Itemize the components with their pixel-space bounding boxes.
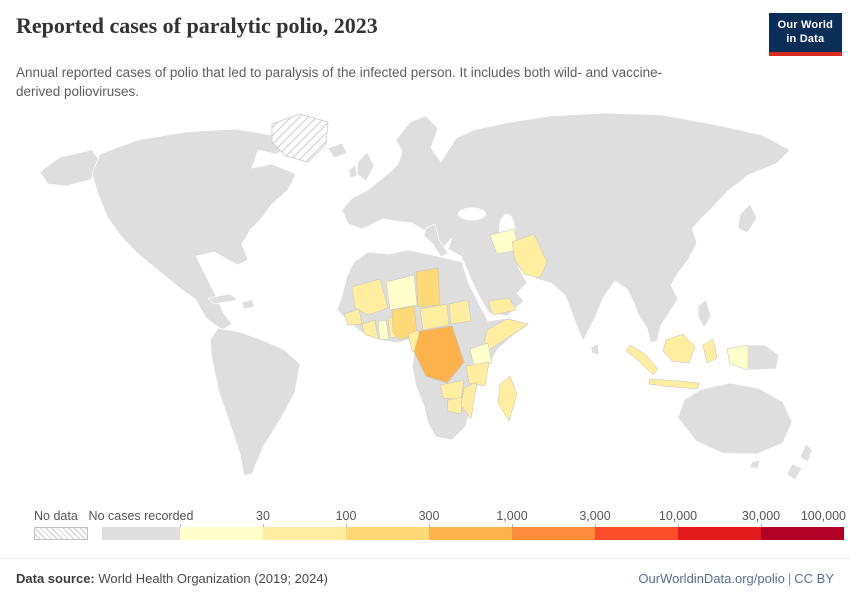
country-pakistan[interactable] — [511, 233, 548, 279]
region-south-america[interactable] — [209, 327, 301, 477]
country-sri-lanka[interactable] — [590, 343, 600, 356]
country-indonesia-sumatra[interactable] — [625, 344, 659, 376]
country-new-zealand-south[interactable] — [786, 463, 803, 481]
legend-segment-4[interactable]: 1,000 — [429, 509, 528, 540]
legend-segment-no-cases[interactable]: No cases recorded — [89, 509, 193, 540]
attribution-separator: | — [787, 571, 792, 586]
legend-segment-6[interactable]: 10,000 — [595, 509, 697, 540]
legend-tick-3000: 3,000 — [579, 508, 611, 523]
country-zimbabwe[interactable] — [446, 396, 464, 415]
data-source-value[interactable]: World Health Organization (2019; 2024) — [98, 571, 328, 586]
legend-tick-300: 300 — [418, 508, 440, 523]
legend-segment-3[interactable]: 300 — [346, 509, 439, 540]
license-link[interactable]: CC BY — [794, 571, 834, 586]
data-source-line: Data source: World Health Organization (… — [16, 571, 328, 586]
country-drc[interactable] — [413, 325, 465, 384]
country-mozambique[interactable] — [460, 381, 478, 420]
country-papua-new-guinea[interactable] — [747, 344, 780, 371]
black-sea — [458, 207, 486, 221]
world-map-canvas[interactable] — [0, 102, 850, 504]
country-central-african-republic[interactable] — [419, 303, 450, 331]
data-source-label: Data source: — [16, 571, 95, 586]
legend-tick-100000: 100,000 — [800, 508, 846, 523]
legend-segment-7[interactable]: 30,000 — [678, 509, 780, 540]
legend-tick-30: 30 — [256, 508, 270, 523]
no-data-swatch[interactable] — [34, 526, 88, 540]
country-italy[interactable] — [423, 223, 449, 258]
country-cuba[interactable] — [207, 293, 239, 305]
legend-scale: No cases recorded 30 100 300 1,000 3,000… — [89, 509, 846, 540]
country-ghana[interactable] — [377, 319, 390, 340]
country-indonesia-west-papua[interactable] — [726, 344, 749, 371]
chart-header: Reported cases of paralytic polio, 2023 … — [0, 0, 850, 102]
region-alaska[interactable] — [39, 149, 103, 187]
country-philippines[interactable] — [697, 299, 712, 329]
attribution-line: OurWorldinData.org/polio | CC BY — [638, 571, 834, 586]
country-kenya[interactable] — [469, 342, 493, 367]
country-indonesia-java[interactable] — [648, 378, 700, 389]
country-yemen[interactable] — [487, 297, 517, 316]
legend-tick-30000: 30,000 — [741, 508, 781, 523]
country-hispaniola[interactable] — [241, 299, 256, 310]
no-cases-label: No cases recorded — [88, 508, 194, 523]
country-japan[interactable] — [737, 203, 758, 234]
country-madagascar[interactable] — [497, 375, 518, 422]
legend-segment-2[interactable]: 100 — [263, 509, 356, 540]
country-united-kingdom[interactable] — [356, 151, 375, 182]
legend-tick-1000: 1,000 — [496, 508, 528, 523]
no-data-label: No data — [34, 508, 78, 523]
legend-segment-8[interactable]: 100,000 — [761, 509, 846, 540]
country-ireland[interactable] — [348, 164, 358, 179]
region-eurasia[interactable] — [341, 112, 791, 344]
country-somalia[interactable] — [483, 318, 529, 351]
region-north-america[interactable] — [91, 128, 297, 331]
chart-subtitle: Annual reported cases of polio that led … — [16, 64, 663, 100]
country-cote-divoire[interactable] — [361, 319, 379, 340]
country-south-sudan[interactable] — [448, 299, 472, 325]
owid-logo[interactable]: Our World in Data — [768, 13, 842, 56]
country-tasmania[interactable] — [749, 459, 761, 470]
logo-line-2: in Data — [786, 33, 825, 46]
page-title: Reported cases of paralytic polio, 2023 — [16, 13, 378, 38]
legend-no-data: No data — [34, 509, 88, 540]
country-iceland[interactable] — [327, 142, 348, 159]
chart-footer: Data source: World Health Organization (… — [0, 558, 850, 600]
country-indonesia-sulawesi[interactable] — [702, 338, 718, 364]
owid-url-link[interactable]: OurWorldinData.org/polio — [638, 571, 785, 586]
country-tanzania[interactable] — [465, 361, 490, 387]
legend-tick-100: 100 — [335, 508, 357, 523]
country-new-zealand-north[interactable] — [799, 443, 813, 463]
legend-segment-1[interactable]: 30 — [180, 509, 270, 540]
legend-tick-10000: 10,000 — [658, 508, 698, 523]
country-greenland-no-data[interactable] — [271, 113, 329, 163]
world-map[interactable] — [0, 102, 850, 504]
logo-line-1: Our World — [777, 19, 833, 31]
legend-segment-5[interactable]: 3,000 — [512, 509, 611, 540]
country-australia[interactable] — [677, 382, 793, 455]
country-niger[interactable] — [385, 274, 418, 311]
country-indonesia-borneo[interactable] — [662, 333, 696, 363]
country-chad[interactable] — [415, 267, 441, 307]
country-mali[interactable] — [351, 278, 389, 315]
map-legend: No data No cases recorded 30 100 300 1,0… — [0, 509, 850, 540]
logo-red-bar — [768, 51, 842, 56]
